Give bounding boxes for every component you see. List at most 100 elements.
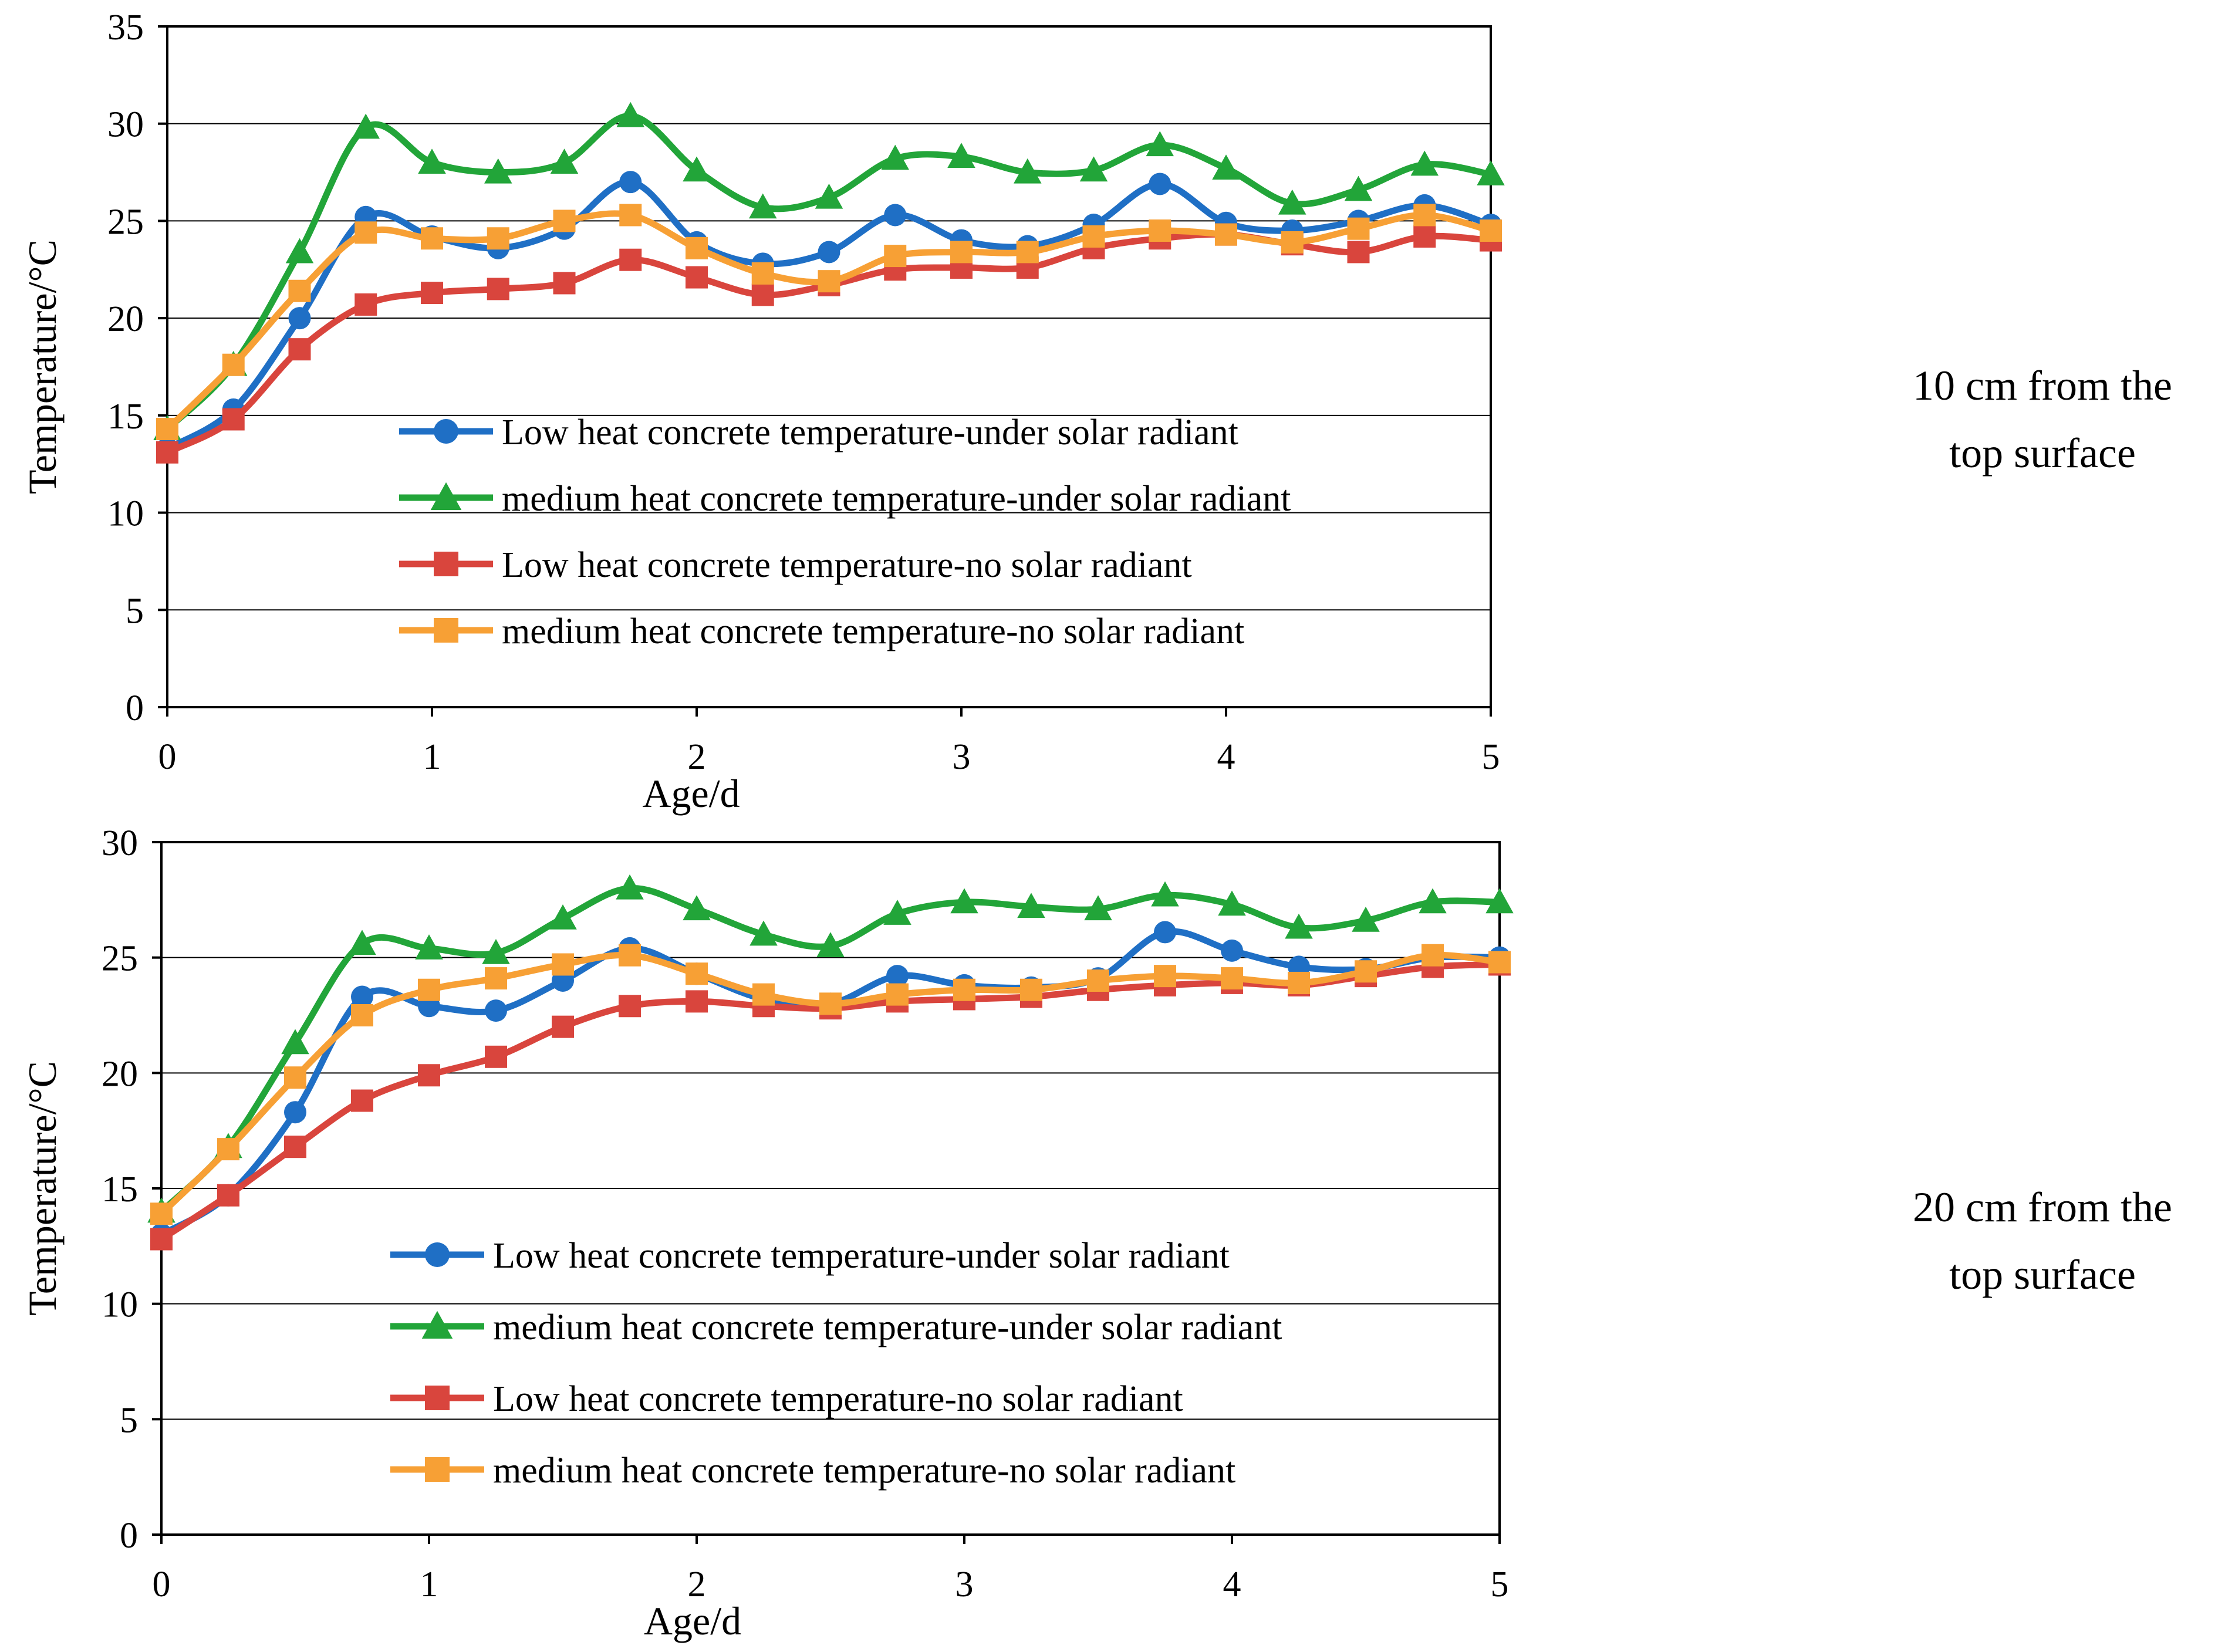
legend-label: medium heat concrete temperature-under s…	[502, 479, 1291, 519]
y-axis-label: Temperature/°C	[20, 239, 65, 494]
data-point	[288, 307, 311, 330]
data-point	[348, 930, 376, 955]
legend-label: medium heat concrete temperature-no sola…	[502, 612, 1244, 651]
x-tick-label: 0	[158, 737, 177, 777]
data-point	[156, 441, 178, 464]
data-point	[552, 1015, 574, 1038]
data-point	[1480, 219, 1502, 242]
data-point	[549, 904, 577, 930]
data-point	[150, 1202, 173, 1225]
data-point	[1017, 893, 1045, 918]
data-point	[616, 874, 644, 900]
data-point	[1151, 881, 1179, 907]
data-point	[1215, 223, 1237, 246]
data-point	[485, 967, 507, 990]
data-point	[288, 279, 311, 302]
data-point	[683, 156, 711, 182]
data-point	[1084, 895, 1112, 921]
y-tick-label: 5	[120, 1400, 138, 1440]
data-point	[354, 221, 377, 244]
data-point	[552, 953, 574, 976]
data-point	[217, 1138, 239, 1161]
data-point	[819, 992, 842, 1015]
data-point	[1352, 906, 1380, 932]
data-point	[281, 1029, 309, 1055]
x-tick-label: 3	[953, 737, 971, 777]
legend-swatch-marker	[434, 552, 458, 576]
data-point	[352, 113, 380, 139]
data-point	[686, 266, 708, 289]
y-tick-label: 10	[102, 1285, 138, 1325]
data-point	[1419, 888, 1447, 914]
side-label-20cm: 20 cm from the top surface	[1837, 1174, 2225, 1309]
data-point	[354, 293, 377, 316]
side-label-10cm: 10 cm from the top surface	[1837, 352, 2225, 487]
data-point	[1149, 219, 1171, 242]
x-tick-label: 0	[153, 1565, 171, 1604]
data-point	[686, 962, 708, 985]
ticks: 0 5 10 15 20 25 30 0 1 2 3 4 5	[102, 823, 1509, 1604]
data-point	[351, 1089, 373, 1112]
data-point	[619, 171, 642, 194]
data-point	[886, 983, 909, 1006]
x-tick-label: 4	[1223, 1565, 1241, 1604]
y-tick-label: 30	[102, 823, 138, 863]
legend: Low heat concrete temperature-under sola…	[399, 413, 1291, 651]
y-tick-label: 15	[102, 1170, 138, 1210]
data-point	[751, 283, 774, 306]
data-point	[619, 248, 642, 271]
data-point	[418, 148, 446, 174]
x-tick-label: 2	[688, 737, 706, 777]
data-point	[284, 1101, 306, 1124]
y-tick-label: 0	[126, 688, 144, 728]
data-point	[288, 338, 311, 361]
legend-swatch-marker	[434, 419, 458, 444]
series-medium-no-solar	[156, 204, 1502, 441]
gridlines	[161, 957, 1500, 1420]
x-axis-label: Age/d	[644, 1599, 741, 1643]
data-point	[883, 900, 911, 925]
data-point	[818, 241, 840, 263]
side-label-line-2: top surface	[1949, 430, 2136, 477]
data-point	[749, 920, 778, 946]
legend-label: medium heat concrete temperature-no sola…	[493, 1451, 1235, 1491]
data-point	[1016, 241, 1039, 263]
data-point	[418, 978, 440, 1001]
legend-item: medium heat concrete temperature-no sola…	[390, 1451, 1235, 1491]
data-point	[1285, 913, 1313, 939]
legend-label: medium heat concrete temperature-under s…	[493, 1308, 1282, 1347]
data-point	[487, 278, 509, 300]
data-point	[818, 270, 840, 293]
legend-swatch-marker	[421, 1310, 453, 1339]
data-point	[1221, 967, 1243, 990]
series-low-solar	[150, 921, 1511, 1246]
x-tick-label: 1	[420, 1565, 438, 1604]
data-point	[284, 1066, 306, 1089]
y-tick-label: 30	[107, 105, 144, 145]
data-point	[950, 241, 973, 263]
legend-item: Low heat concrete temperature-under sola…	[390, 1236, 1230, 1276]
data-point	[1087, 969, 1109, 992]
data-point	[1413, 204, 1436, 227]
data-point	[485, 1045, 507, 1068]
y-tick-label: 35	[107, 8, 144, 48]
data-point	[619, 944, 641, 967]
data-point	[886, 965, 909, 988]
series-medium-solar	[153, 102, 1505, 441]
data-point	[1020, 978, 1042, 1001]
data-point	[1485, 888, 1514, 914]
legend: Low heat concrete temperature-under sola…	[390, 1236, 1282, 1491]
data-point	[1413, 225, 1436, 248]
data-point	[749, 193, 777, 219]
data-point	[1281, 231, 1304, 254]
data-point	[553, 210, 576, 232]
legend-swatch-marker	[425, 1242, 450, 1267]
data-point	[1218, 890, 1246, 916]
data-point	[482, 939, 510, 964]
data-point	[1014, 158, 1042, 184]
data-point	[487, 227, 509, 250]
data-point	[421, 282, 443, 305]
data-point	[418, 1064, 440, 1087]
data-point	[616, 102, 644, 127]
